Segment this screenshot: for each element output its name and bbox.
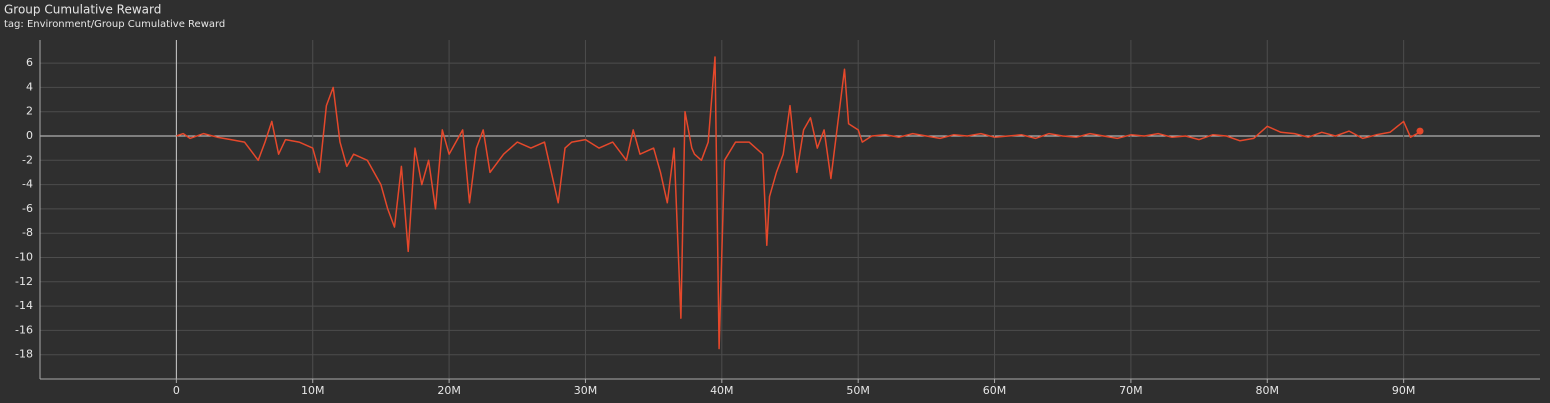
y-tick-label: -2 [22, 153, 33, 166]
y-tick-label: -4 [22, 178, 33, 191]
chart-subtitle: tag: Environment/Group Cumulative Reward [4, 19, 225, 30]
x-tick-label: 40M [710, 384, 734, 397]
y-tick-label: 6 [26, 56, 33, 69]
x-tick-label: 30M [574, 384, 598, 397]
x-tick-label: 70M [1119, 384, 1143, 397]
x-tick-label: 20M [437, 384, 461, 397]
y-tick-label: -18 [15, 348, 33, 361]
y-tick-label: 0 [26, 129, 33, 142]
x-tick-label: 10M [301, 384, 325, 397]
line-series [176, 56, 1421, 350]
x-tick-label: 90M [1392, 384, 1416, 397]
y-tick-label: -6 [22, 202, 33, 215]
x-tick-label: 80M [1256, 384, 1280, 397]
last-point [1416, 127, 1424, 135]
y-tick-label: -8 [22, 226, 33, 239]
y-tick-label: -10 [15, 250, 33, 263]
y-tick-label: -14 [15, 299, 33, 312]
y-tick-label: -12 [15, 275, 33, 288]
y-tick-label: -16 [15, 323, 33, 336]
x-tick-label: 50M [846, 384, 870, 397]
x-tick-label: 0 [173, 384, 180, 397]
x-tick-label: 60M [983, 384, 1007, 397]
y-tick-label: 4 [26, 80, 33, 93]
y-tick-label: 2 [26, 105, 33, 118]
chart-title: Group Cumulative Reward [4, 3, 161, 17]
